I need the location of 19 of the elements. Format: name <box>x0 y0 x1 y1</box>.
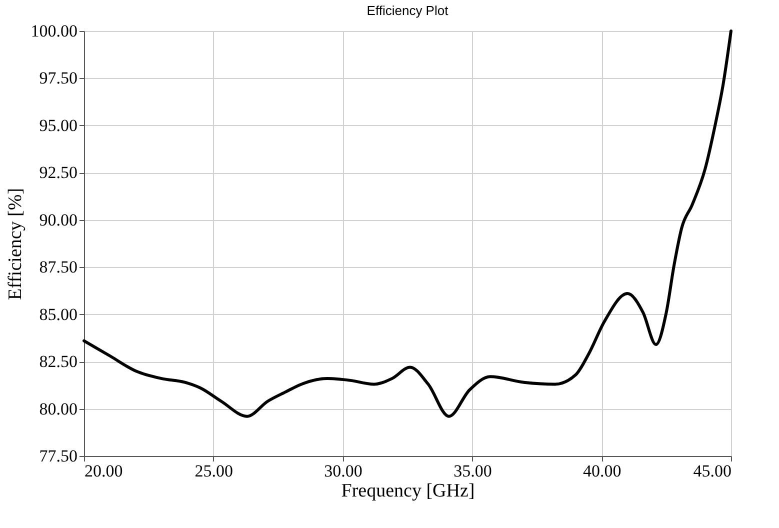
y-tick-label: 82.50 <box>39 352 78 372</box>
y-tick-label: 92.50 <box>39 163 78 182</box>
x-tick-label: 45.00 <box>693 462 732 480</box>
y-tick-label: 80.00 <box>39 399 78 418</box>
x-tick-label: 20.00 <box>84 462 123 480</box>
y-tick-label: 90.00 <box>39 210 78 230</box>
x-axis-title: Frequency [GHz] <box>341 480 475 502</box>
x-tick-label: 35.00 <box>454 462 492 480</box>
y-tick-label: 100.00 <box>30 22 78 40</box>
x-tick-label: 25.00 <box>194 462 234 480</box>
y-tick-label: 87.50 <box>39 258 78 277</box>
x-tick-label: 30.00 <box>324 462 362 480</box>
y-axis-title: Efficiency [%] <box>4 188 26 300</box>
y-tick-label: 97.50 <box>39 68 78 88</box>
y-tick-label: 77.50 <box>39 446 78 466</box>
chart-title: Efficiency Plot <box>366 3 449 18</box>
y-tick-label: 95.00 <box>39 116 78 135</box>
y-tick-label: 85.00 <box>39 304 78 324</box>
x-tick-label: 40.00 <box>582 462 622 480</box>
